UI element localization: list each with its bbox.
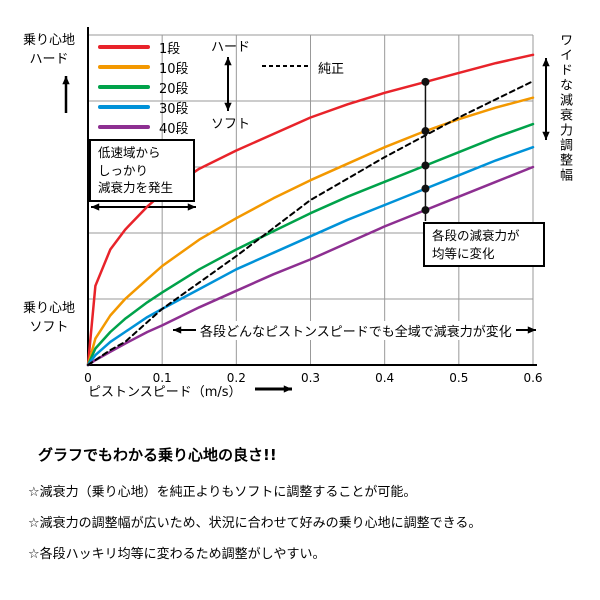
- legend-label: 10段: [159, 61, 189, 77]
- legend-item-10段: 10段: [98, 57, 189, 77]
- full-range-arrow-head: [527, 326, 536, 334]
- series-line-1段: [86, 53, 535, 367]
- x-axis-label: ピストンスピード（m/s）: [88, 385, 242, 400]
- low-speed-range-arrow-head: [187, 203, 196, 211]
- legend-swatch: [98, 85, 150, 89]
- marker-dot-20段: [421, 161, 430, 170]
- footer-bullet-3: ☆各段ハッキリ均等に変わるため調整がしやすい。: [28, 547, 326, 562]
- legend-swatch: [98, 125, 150, 129]
- hard-direction-arrow-head: [62, 76, 70, 85]
- footer-bullet-1: ☆減衰力（乗り心地）を純正よりもソフトに調整することが可能。: [28, 485, 417, 500]
- x-tick-label: 0: [84, 371, 92, 385]
- hard-soft-arrow-head: [224, 57, 232, 66]
- series-line-20段: [86, 122, 535, 367]
- series-legend: 1段 10段 20段 30段 40段: [98, 37, 189, 137]
- legend-swatch: [98, 45, 150, 49]
- y-axis-bottom-label: 乗り心地 ソフト: [22, 301, 75, 335]
- marker-dot-1段: [421, 77, 430, 86]
- legend-label: 40段: [159, 121, 189, 137]
- x-tick-label: 0.5: [449, 371, 468, 385]
- marker-dot-30段: [421, 184, 430, 193]
- x-direction-arrow-head: [283, 385, 292, 393]
- full-range-arrow-head: [173, 326, 182, 334]
- wide-adjustment-annotation: ワイドな減衰力調整幅: [557, 33, 572, 183]
- legend-item-40段: 40段: [98, 117, 189, 137]
- legend-item-20段: 20段: [98, 77, 189, 97]
- series-line-40段: [86, 165, 535, 367]
- wide-range-arrow-head: [542, 58, 550, 67]
- legend-label: 20段: [159, 81, 189, 97]
- legend-label: 30段: [159, 101, 189, 117]
- legend-item-30段: 30段: [98, 97, 189, 117]
- legend-item-1段: 1段: [98, 37, 189, 57]
- hard-soft-arrow-head: [224, 102, 232, 111]
- footer-text-block: グラフでもわかる乗り心地の良さ!! ☆減衰力（乗り心地）を純正よりもソフトに調整…: [28, 444, 584, 574]
- y-axis-top-label: 乗り心地 ハード: [22, 33, 75, 67]
- legend-swatch: [98, 105, 150, 109]
- footer-bullet-2: ☆減衰力の調整幅が広いため、状況に合わせて好みの乗り心地に調整できる。: [28, 516, 482, 531]
- x-tick-label: 0.6: [523, 371, 542, 385]
- low-speed-range-arrow-head: [91, 203, 100, 211]
- full-range-annotation: 各段どんなピストンスピードでも全域で減衰力が変化: [196, 321, 516, 340]
- legend-soft-label: ソフト: [211, 117, 251, 132]
- legend-hard-label: ハード: [211, 40, 251, 55]
- damping-force-chart: 0 0.1 0.2 0.3 0.4 0.5 0.6: [62, 27, 550, 393]
- x-tick-label: 0.1: [153, 371, 172, 385]
- legend-stock-label: 純正: [318, 62, 345, 77]
- wide-range-arrow-head: [542, 131, 550, 140]
- legend-label: 1段: [159, 41, 181, 57]
- x-tick-label: 0.2: [227, 371, 246, 385]
- x-tick-label: 0.4: [375, 371, 394, 385]
- marker-dot-40段: [421, 206, 430, 215]
- footer-title: グラフでもわかる乗り心地の良さ!!: [38, 446, 277, 464]
- series-line-30段: [86, 145, 535, 367]
- low-speed-annotation-box: 低速域から しっかり 減衰力を発生: [89, 139, 195, 202]
- equal-change-annotation-box: 各段の減衰力が 均等に変化: [423, 222, 545, 267]
- x-tick-label: 0.3: [301, 371, 320, 385]
- marker-dot-10段: [421, 127, 430, 136]
- series-line-10段: [86, 96, 535, 367]
- chart-area: 0 0.1 0.2 0.3 0.4 0.5 0.6 乗り心地 ハード 乗り心地 ソフト ピス…: [22, 27, 572, 400]
- series-line-純正: [87, 80, 534, 366]
- legend-swatch: [98, 65, 150, 69]
